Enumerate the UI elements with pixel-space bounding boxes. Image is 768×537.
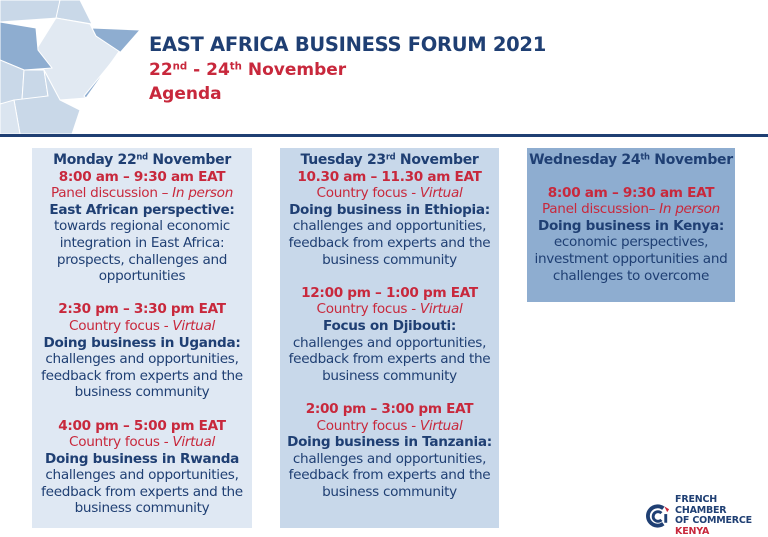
- session-description: challenges and opportunities, feedback f…: [288, 450, 491, 500]
- day-heading: Tuesday 23rd November: [300, 151, 479, 168]
- session-time: 10.30 am – 11.30 am EAT: [297, 168, 482, 185]
- session: 8:00 am – 9:30 am EAT Panel discussion– …: [527, 185, 735, 285]
- session-type: Country focus - Virtual: [316, 185, 463, 202]
- session-time: 12:00 pm – 1:00 pm EAT: [301, 284, 478, 301]
- session-type: Country focus - Virtual: [316, 417, 463, 434]
- session-description: challenges and opportunities, feedback f…: [41, 467, 243, 517]
- session-title: Doing business in Uganda:: [43, 334, 241, 351]
- session-title: Doing business in Ethiopia:: [289, 201, 490, 218]
- session-title: Doing business in Kenya:: [538, 217, 724, 234]
- session-type: Panel discussion– In person: [541, 201, 720, 218]
- session-type: Panel discussion – In person: [50, 185, 234, 202]
- session-time: 8:00 am – 9:30 am EAT: [58, 168, 226, 185]
- day-column-wednesday: Wednesday 24th November 8:00 am – 9:30 a…: [527, 148, 735, 302]
- session-type: Country focus - Virtual: [69, 434, 215, 451]
- subtitle: Agenda: [149, 84, 222, 104]
- session-description: economic perspectives, investment opport…: [534, 234, 728, 284]
- session-time: 2:30 pm – 3:30 pm EAT: [58, 301, 226, 318]
- session-title: East African perspective:: [49, 201, 235, 218]
- day-heading: Monday 22nd November: [53, 151, 231, 168]
- session: 12:00 pm – 1:00 pm EAT Country focus - V…: [280, 285, 499, 385]
- day-column-monday: Monday 22nd November 8:00 am – 9:30 am E…: [32, 148, 252, 528]
- session-description: challenges and opportunities, feedback f…: [288, 334, 491, 384]
- session: 2:00 pm – 3:00 pm EAT Country focus - Vi…: [280, 401, 499, 501]
- session-title: Doing business in Rwanda: [44, 450, 240, 467]
- east-africa-map: [0, 0, 140, 134]
- session: 10.30 am – 11.30 am EAT Country focus - …: [280, 169, 499, 269]
- session: 8:00 am – 9:30 am EAT Panel discussion –…: [32, 169, 252, 285]
- session-title: Focus on Djibouti:: [323, 317, 456, 334]
- session-time: 8:00 am – 9:30 am EAT: [547, 184, 715, 201]
- session-description: towards regional economic integration in…: [54, 218, 230, 285]
- header: EAST AFRICA BUSINESS FORUM 2021 22nd - 2…: [149, 32, 546, 106]
- session-type: Country focus - Virtual: [316, 301, 463, 318]
- page-title: EAST AFRICA BUSINESS FORUM 2021: [149, 33, 546, 56]
- cci-logo-icon: [646, 504, 670, 528]
- session: 2:30 pm – 3:30 pm EAT Country focus - Vi…: [32, 301, 252, 401]
- session: 4:00 pm – 5:00 pm EAT Country focus - Vi…: [32, 418, 252, 518]
- session-description: challenges and opportunities, feedback f…: [288, 218, 491, 268]
- divider: [0, 134, 768, 137]
- session-title: Doing business in Tanzania:: [287, 434, 492, 451]
- date-range: 22nd - 24th November: [149, 60, 347, 80]
- session-time: 2:00 pm – 3:00 pm EAT: [305, 400, 474, 417]
- session-description: challenges and opportunities, feedback f…: [41, 351, 243, 401]
- session-type: Country focus - Virtual: [69, 317, 215, 334]
- session-time: 4:00 pm – 5:00 pm EAT: [58, 417, 226, 434]
- day-heading: Wednesday 24th November: [529, 151, 733, 168]
- cci-logo: FRENCH CHAMBER OF COMMERCE KENYA: [646, 494, 768, 537]
- day-column-tuesday: Tuesday 23rd November 10.30 am – 11.30 a…: [280, 148, 499, 528]
